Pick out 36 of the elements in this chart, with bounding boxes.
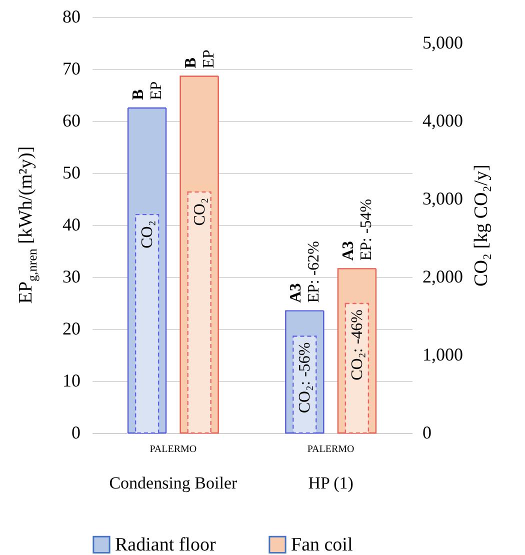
y-tick-label: 50 <box>62 162 80 182</box>
annotation: EP <box>200 50 218 68</box>
y-tick-label: 20 <box>62 318 80 338</box>
y-tick-label: 10 <box>62 370 80 390</box>
text: PALERMO <box>150 444 197 455</box>
annotation: CO₂: -46% <box>348 310 366 380</box>
legend-label: Radiant floor <box>115 534 216 555</box>
annotation: B <box>182 57 200 68</box>
y2-tick-label: 1,000 <box>422 344 463 364</box>
legend-label: Fan coil <box>291 534 353 555</box>
annotation: CO₂: -56% <box>296 342 314 414</box>
annotation: CO₂ <box>191 198 208 226</box>
text: PALERMO <box>307 444 354 455</box>
y-tick-label: 40 <box>62 214 80 234</box>
x-tick-label: HP (1) <box>308 474 354 492</box>
y2-tick-label: 3,000 <box>422 188 463 208</box>
y2-tick-label: 4,000 <box>422 110 463 130</box>
y-tick-label: 30 <box>62 266 80 286</box>
annotation: EP: -54% <box>358 198 375 261</box>
y2-tick-label: 0 <box>422 422 432 442</box>
y2-axis-title: CO₂ [kg CO₂/y] <box>471 164 492 286</box>
x-tick-label: Condensing Boiler <box>109 474 238 492</box>
annotation: EP <box>148 81 166 100</box>
annotation: A3 <box>288 283 305 303</box>
annotation: B <box>130 89 148 100</box>
y2-tick-label: 5,000 <box>422 32 463 52</box>
y-tick-label: 70 <box>62 58 80 78</box>
annotation: EP: -62% <box>306 241 323 303</box>
bar <box>187 191 212 434</box>
annotation: CO₂ <box>139 220 156 248</box>
y-tick-label: 80 <box>62 6 80 26</box>
y-tick-label: 0 <box>72 422 80 442</box>
y-tick-label: 60 <box>62 110 80 130</box>
y2-tick-label: 2,000 <box>422 266 463 286</box>
annotation: A3 <box>340 241 357 261</box>
bar <box>134 214 160 434</box>
